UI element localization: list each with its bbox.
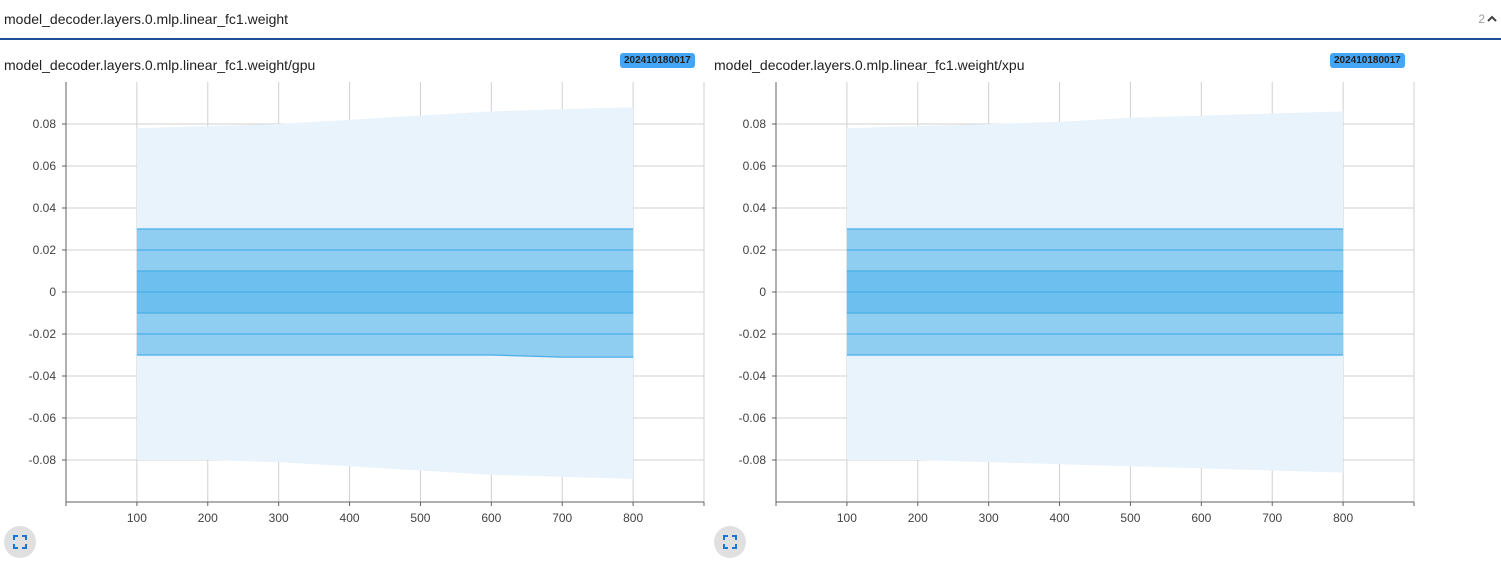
y-tick-label: -0.02 (29, 327, 57, 341)
y-tick-label: -0.08 (29, 453, 57, 467)
y-tick-label: -0.02 (739, 327, 767, 341)
card-title: model_decoder.layers.0.mlp.linear_fc1.we… (714, 57, 1025, 73)
fullscreen-icon (723, 535, 737, 549)
x-tick-label: 800 (1333, 511, 1353, 522)
histogram-card-gpu: model_decoder.layers.0.mlp.linear_fc1.we… (0, 44, 705, 565)
x-tick-label: 100 (127, 511, 147, 522)
x-tick-label: 600 (481, 511, 501, 522)
x-tick-label: 300 (979, 511, 999, 522)
histogram-card-xpu: model_decoder.layers.0.mlp.linear_fc1.we… (710, 44, 1415, 565)
y-tick-label: 0.02 (33, 243, 57, 257)
x-tick-label: 100 (837, 511, 857, 522)
x-tick-label: 300 (269, 511, 289, 522)
y-tick-label: -0.06 (739, 411, 767, 425)
x-tick-label: 200 (198, 511, 218, 522)
chevron-up-icon[interactable] (1485, 12, 1499, 26)
card-title: model_decoder.layers.0.mlp.linear_fc1.we… (4, 57, 316, 73)
y-tick-label: -0.08 (739, 453, 767, 467)
y-tick-label: 0.04 (33, 201, 57, 215)
x-tick-label: 400 (1050, 511, 1070, 522)
x-tick-label: 400 (340, 511, 360, 522)
group-header[interactable]: model_decoder.layers.0.mlp.linear_fc1.we… (0, 0, 1501, 40)
series-line-p7 (136, 354, 634, 358)
expand-button[interactable] (714, 526, 746, 558)
x-tick-label: 700 (552, 511, 572, 522)
x-tick-label: 600 (1191, 511, 1211, 522)
y-tick-label: 0.04 (743, 201, 767, 215)
expand-button[interactable] (4, 526, 36, 558)
x-tick-label: 500 (410, 511, 430, 522)
fullscreen-icon (13, 535, 27, 549)
x-tick-label: 800 (623, 511, 643, 522)
y-tick-label: 0.08 (743, 117, 767, 131)
y-tick-label: -0.04 (739, 369, 767, 383)
y-tick-label: 0.08 (33, 117, 57, 131)
x-tick-label: 700 (1262, 511, 1282, 522)
y-tick-label: 0 (759, 285, 766, 299)
group-count: 2 (1478, 12, 1485, 26)
group-title: model_decoder.layers.0.mlp.linear_fc1.we… (4, 11, 289, 27)
y-tick-label: 0 (49, 285, 56, 299)
y-tick-label: -0.06 (29, 411, 57, 425)
run-badge: 202410180017 (620, 53, 695, 68)
y-tick-label: 0.06 (33, 159, 57, 173)
y-tick-label: 0.02 (743, 243, 767, 257)
run-badge: 202410180017 (1330, 53, 1405, 68)
y-tick-label: 0.06 (743, 159, 767, 173)
y-tick-label: -0.04 (29, 369, 57, 383)
x-tick-label: 200 (908, 511, 928, 522)
histogram-chart: 0.08 0.06 0.04 0.02 0 -0.02 -0.04 -0.06 -0.08 100… (739, 82, 1415, 522)
histogram-chart: 0.08 0.06 0.04 0.02 0 -0.02 -0.04 -0.06 -0.08 100… (29, 82, 705, 522)
x-tick-label: 500 (1120, 511, 1140, 522)
